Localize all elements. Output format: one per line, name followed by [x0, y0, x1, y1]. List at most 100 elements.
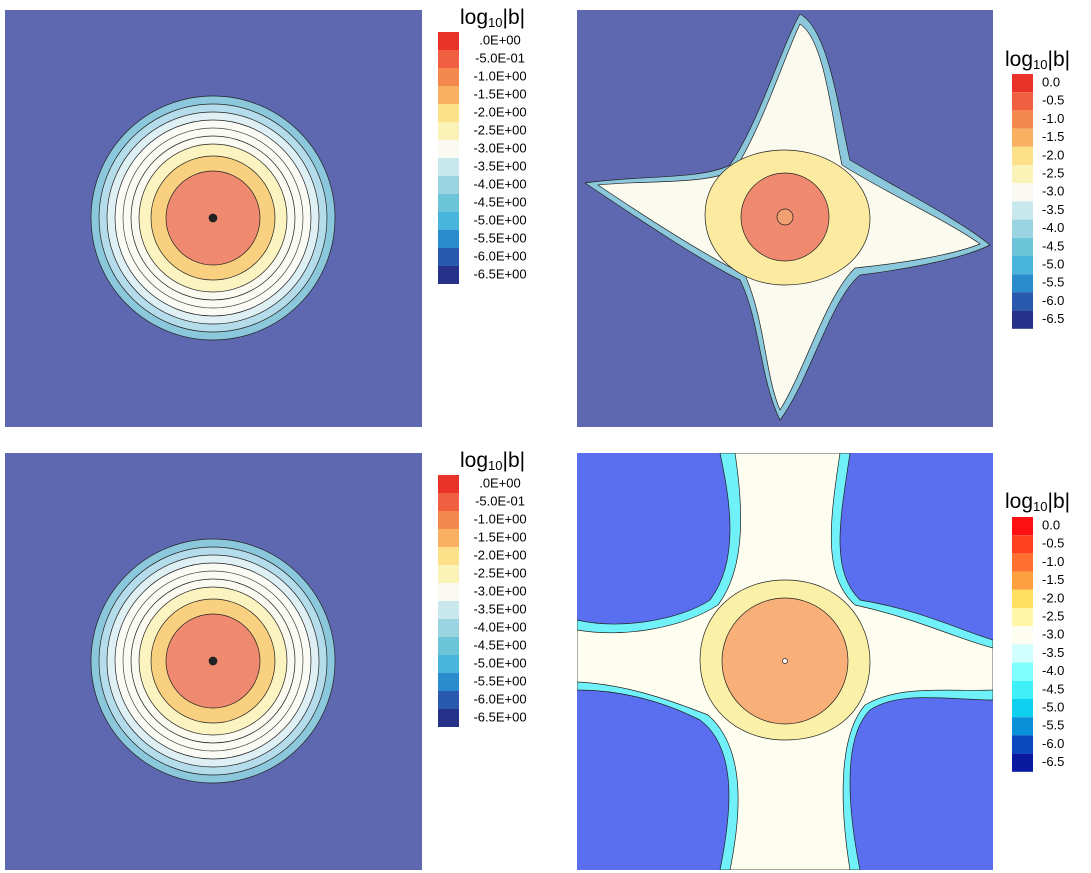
- legend-swatch: [438, 565, 459, 583]
- legend-label: -5.0E-01: [475, 493, 525, 508]
- legend-swatch: [438, 619, 459, 637]
- legend-title-tail: |b|: [503, 449, 526, 472]
- legend-swatch: [1012, 74, 1033, 92]
- legend-label: -1.0E+00: [473, 511, 526, 526]
- legend-swatch: [438, 266, 459, 284]
- contour-plot: [577, 10, 993, 427]
- legend-swatch: [1012, 110, 1033, 128]
- contour-plot: [5, 10, 422, 427]
- legend-swatch: [438, 104, 459, 122]
- legend-swatch: [1012, 663, 1033, 681]
- legend-swatch: [438, 140, 459, 158]
- legend-label: -6.5E+00: [473, 709, 526, 724]
- legend-label: -2.0E+00: [473, 104, 526, 119]
- legend-swatch: [438, 637, 459, 655]
- legend-label: -1.0: [1042, 554, 1064, 569]
- legend-swatch: [1012, 220, 1033, 238]
- legend-label: -3.0E+00: [473, 140, 526, 155]
- legend-swatch: [438, 194, 459, 212]
- legend-swatch: [438, 212, 459, 230]
- legend-swatch: [438, 248, 459, 266]
- legend-swatch: [1012, 517, 1033, 535]
- legend: log10|b|.0E+00-5.0E-01-1.0E+00-1.5E+00-2…: [438, 6, 527, 284]
- legend-title-base: log: [1005, 48, 1033, 71]
- legend-label: -6.5: [1042, 311, 1064, 326]
- legend-title: log10|b|: [1005, 48, 1070, 73]
- legend-label: -1.5: [1042, 129, 1064, 144]
- legend-label: -1.5E+00: [473, 529, 526, 544]
- legend-swatch: [1012, 292, 1033, 310]
- legend-label: .0E+00: [479, 32, 521, 47]
- legend-swatch: [438, 230, 459, 248]
- legend-label: -3.0E+00: [473, 583, 526, 598]
- legend-title-sub: 10: [1033, 499, 1047, 514]
- figure: log10|b|.0E+00-5.0E-01-1.0E+00-1.5E+00-2…: [0, 0, 1091, 873]
- legend-label: -4.0: [1042, 663, 1064, 678]
- legend-swatch: [1012, 572, 1033, 590]
- legend-label: -4.5: [1042, 238, 1064, 253]
- legend-swatch: [438, 158, 459, 176]
- legend-label: -5.0E-01: [475, 50, 525, 65]
- legend-label: -1.0: [1042, 111, 1064, 126]
- legend-swatch: [438, 529, 459, 547]
- legend-label: 0.0: [1042, 518, 1060, 533]
- legend-swatch: [1012, 183, 1033, 201]
- legend-title-sub: 10: [1033, 57, 1047, 72]
- legend-label: -3.5: [1042, 202, 1064, 217]
- legend-label: -2.0E+00: [473, 547, 526, 562]
- legend-label: -3.0: [1042, 184, 1064, 199]
- legend-title: log10|b|: [460, 449, 525, 474]
- legend-swatch: [1012, 165, 1033, 183]
- legend-label: -2.5E+00: [473, 122, 526, 137]
- legend: log10|b|.0E+00-5.0E-01-1.0E+00-1.5E+00-2…: [438, 449, 527, 727]
- legend-title-tail: |b|: [503, 6, 526, 29]
- legend-swatch: [438, 50, 459, 68]
- legend-label: -4.5: [1042, 681, 1064, 696]
- legend-title-base: log: [1005, 490, 1033, 513]
- legend-label: 0.0: [1042, 75, 1060, 90]
- legend-label: -2.5: [1042, 609, 1064, 624]
- legend-swatch: [1012, 129, 1033, 147]
- legend-swatch: [438, 32, 459, 50]
- legend-label: -5.0E+00: [473, 655, 526, 670]
- legend-swatch: [1012, 608, 1033, 626]
- legend-label: -5.0: [1042, 257, 1064, 272]
- legend-label: -2.0: [1042, 590, 1064, 605]
- legend-swatch: [438, 511, 459, 529]
- legend-swatch: [1012, 590, 1033, 608]
- legend-title-tail: |b|: [1048, 490, 1071, 513]
- legend-swatch: [1012, 626, 1033, 644]
- legend-swatch: [1012, 754, 1033, 772]
- legend-label: -2.5: [1042, 166, 1064, 181]
- legend-swatch: [438, 475, 459, 493]
- legend-swatch: [438, 547, 459, 565]
- legend-label: -6.5E+00: [473, 266, 526, 281]
- legend-label: -6.5: [1042, 754, 1064, 769]
- legend-swatch: [438, 68, 459, 86]
- legend-title: log10|b|: [1005, 490, 1070, 515]
- legend-swatch: [438, 691, 459, 709]
- legend-swatch: [438, 86, 459, 104]
- legend-label: -6.0E+00: [473, 691, 526, 706]
- legend-label: -3.5E+00: [473, 158, 526, 173]
- legend-label: -1.0E+00: [473, 68, 526, 83]
- legend-label: -5.0: [1042, 700, 1064, 715]
- legend-swatch: [1012, 238, 1033, 256]
- legend-swatch: [438, 122, 459, 140]
- legend-label: -4.0E+00: [473, 176, 526, 191]
- legend-title-sub: 10: [488, 15, 502, 30]
- legend-label: -5.5: [1042, 718, 1064, 733]
- legend-label: -1.5E+00: [473, 86, 526, 101]
- legend-swatch: [438, 583, 459, 601]
- legend-label: -6.0: [1042, 293, 1064, 308]
- legend-swatch: [1012, 717, 1033, 735]
- contour-plot: [577, 453, 993, 870]
- legend-title: log10|b|: [460, 6, 525, 31]
- legend-swatch: [1012, 201, 1033, 219]
- contour-plot: [5, 453, 422, 870]
- legend-swatch: [438, 709, 459, 727]
- legend: log10|b|0.0-0.5-1.0-1.5-2.0-2.5-3.0-3.5-…: [1005, 48, 1070, 329]
- legend-swatch: [1012, 699, 1033, 717]
- legend-label: -5.5E+00: [473, 673, 526, 688]
- legend-title-base: log: [460, 6, 488, 29]
